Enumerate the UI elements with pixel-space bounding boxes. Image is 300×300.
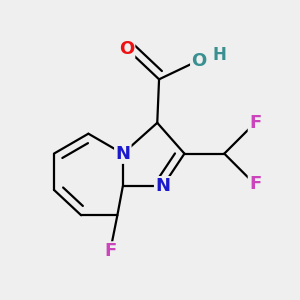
Text: F: F — [104, 242, 116, 260]
Text: F: F — [249, 114, 261, 132]
Text: O: O — [191, 52, 207, 70]
Text: N: N — [115, 145, 130, 163]
Text: F: F — [249, 176, 261, 194]
Text: H: H — [213, 46, 226, 64]
Text: O: O — [119, 40, 134, 58]
Text: N: N — [155, 177, 170, 195]
